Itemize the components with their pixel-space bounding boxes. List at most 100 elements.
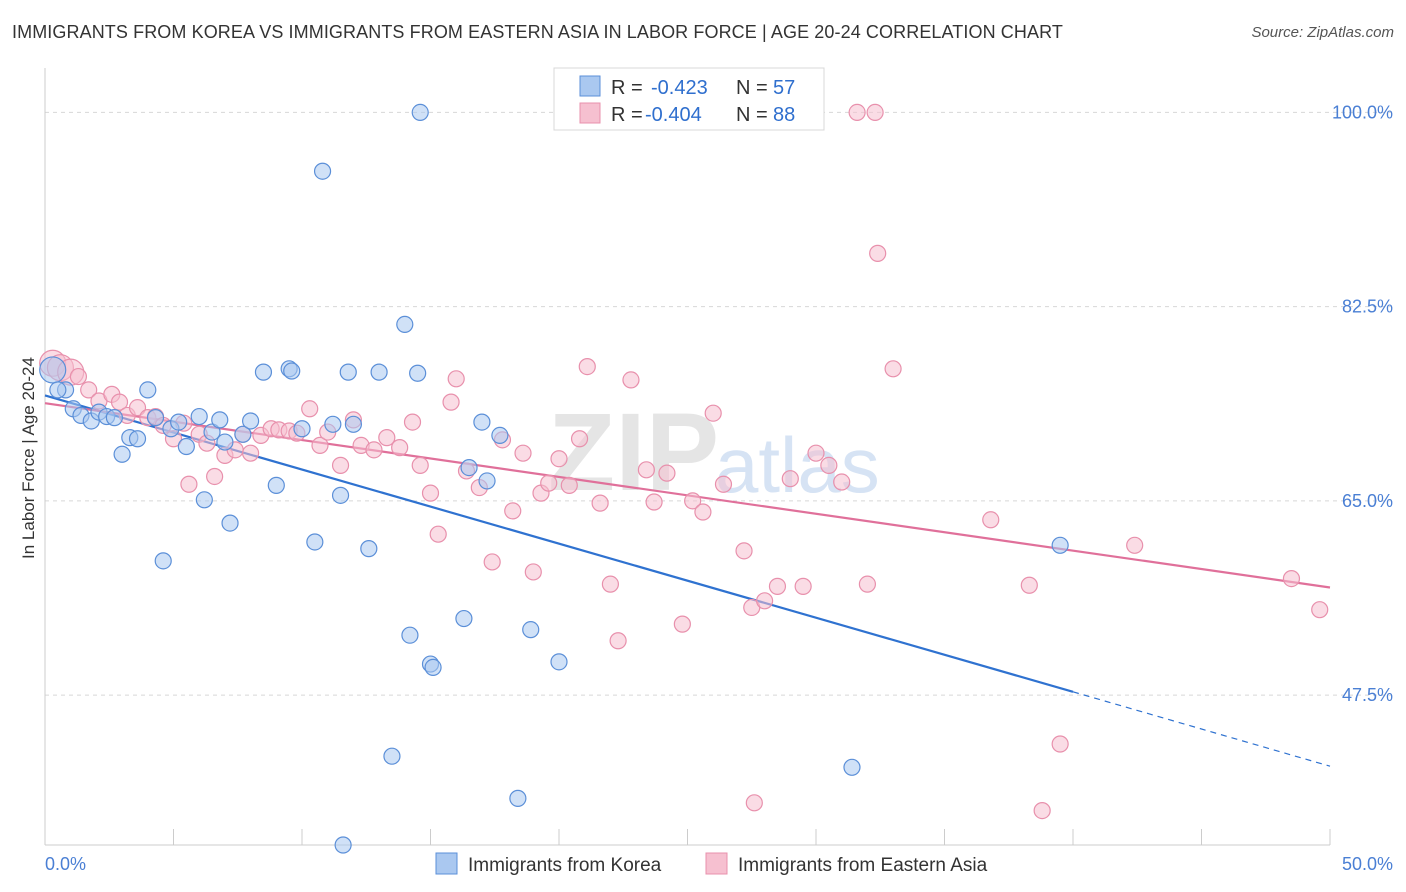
- point-eastasia-63: [673, 615, 691, 633]
- point-eastasia-64: [684, 492, 702, 510]
- point-eastasia-62: [658, 464, 676, 482]
- point-korea-40: [396, 315, 414, 334]
- series-swatch-korea: [435, 852, 458, 875]
- point-eastasia-72: [768, 577, 787, 595]
- point-eastasia-36: [391, 439, 409, 457]
- point-eastasia-38: [411, 456, 429, 474]
- point-eastasia-3: [69, 367, 88, 386]
- point-korea-12: [139, 381, 157, 399]
- point-eastasia-54: [570, 430, 589, 448]
- point-eastasia-57: [601, 575, 620, 593]
- point-korea-8: [105, 409, 123, 427]
- trend-line-korea: [44, 394, 1074, 693]
- legend-r-value-korea: -0.423: [651, 77, 708, 99]
- point-korea-50: [522, 621, 540, 639]
- point-korea-49: [491, 426, 509, 445]
- point-korea-25: [242, 412, 260, 430]
- axes: [44, 68, 1331, 846]
- series-legend: Immigrants from Korea Immigrants from Ea…: [435, 852, 988, 876]
- point-eastasia-61: [645, 493, 663, 511]
- point-eastasia-52: [550, 450, 568, 468]
- point-korea-47: [473, 413, 491, 431]
- point-korea-2: [49, 381, 67, 399]
- point-eastasia-85: [1126, 536, 1144, 554]
- point-eastasia-39: [421, 484, 440, 502]
- point-eastasia-18: [206, 467, 224, 486]
- legend-r-label-korea: R =: [611, 77, 643, 99]
- point-eastasia-66: [704, 404, 722, 422]
- point-korea-44: [424, 658, 442, 677]
- point-korea-27: [267, 476, 285, 494]
- point-korea-31: [306, 533, 324, 551]
- legend-r-label-eastasia: R =: [611, 104, 643, 126]
- point-korea-24: [234, 425, 252, 443]
- point-korea-9: [113, 445, 131, 463]
- chart-title: IMMIGRANTS FROM KOREA VS IMMIGRANTS FROM…: [12, 22, 1063, 42]
- point-eastasia-84: [1051, 735, 1069, 753]
- point-korea-35: [339, 363, 357, 381]
- point-eastasia-77: [833, 473, 851, 491]
- y-tick-label-3: 100.0%: [1332, 102, 1393, 122]
- point-korea-46: [455, 609, 473, 628]
- point-eastasia-9: [128, 399, 147, 417]
- point-korea-39: [383, 747, 401, 765]
- y-tick-label-0: 47.5%: [1342, 685, 1393, 705]
- legend-r-value-eastasia: -0.404: [645, 104, 702, 126]
- point-eastasia-76: [820, 456, 838, 474]
- point-eastasia-15: [180, 475, 198, 493]
- point-eastasia-7: [110, 393, 129, 411]
- series-label-korea: Immigrants from Korea: [468, 855, 662, 876]
- series-swatch-eastasia: [705, 852, 728, 875]
- point-eastasia-29: [311, 436, 329, 454]
- point-eastasia-59: [622, 371, 640, 389]
- point-korea-36: [344, 415, 362, 433]
- point-eastasia-55: [578, 357, 596, 376]
- point-korea-0: [39, 356, 67, 384]
- watermark-atlas: atlas: [715, 421, 880, 509]
- point-eastasia-80: [884, 360, 902, 378]
- point-eastasia-82: [1020, 576, 1038, 594]
- point-korea-29: [283, 362, 301, 380]
- x-tick-label-1: 50.0%: [1342, 854, 1393, 874]
- point-eastasia-60: [637, 461, 655, 479]
- point-eastasia-42: [447, 370, 465, 388]
- point-eastasia-37: [403, 413, 422, 431]
- point-eastasia-34: [365, 441, 383, 459]
- point-korea-32: [313, 162, 332, 180]
- point-korea-41: [409, 364, 427, 382]
- point-korea-34: [331, 486, 350, 504]
- point-korea-42: [401, 626, 419, 644]
- point-eastasia-79: [869, 244, 887, 262]
- y-axis-label: In Labor Force | Age 20-24: [19, 357, 38, 559]
- x-tick-label-0: 0.0%: [45, 854, 86, 874]
- legend-swatch-eastasia: [579, 102, 601, 124]
- point-eastasia-67: [714, 475, 733, 493]
- point-korea-22: [216, 433, 234, 451]
- point-korea-51: [509, 789, 527, 807]
- y-tick-label-2: 82.5%: [1342, 297, 1393, 317]
- point-korea-26: [254, 363, 273, 381]
- point-korea-52: [550, 653, 568, 671]
- point-korea-37: [360, 540, 378, 558]
- point-eastasia-47: [504, 502, 522, 520]
- point-eastasia-88: [848, 103, 866, 122]
- point-korea-18: [190, 407, 208, 426]
- point-eastasia-35: [378, 429, 396, 447]
- point-eastasia-65: [694, 503, 712, 521]
- point-eastasia-78: [858, 575, 877, 593]
- point-eastasia-22: [242, 444, 260, 462]
- point-eastasia-89: [866, 103, 884, 122]
- data-points: [39, 103, 1329, 854]
- point-eastasia-69: [745, 794, 763, 812]
- legend-n-value-eastasia: 88: [773, 104, 795, 126]
- legend-swatch-korea: [579, 75, 601, 97]
- point-eastasia-49: [524, 563, 542, 581]
- point-eastasia-71: [755, 592, 774, 610]
- y-tick-label-1: 65.0%: [1342, 491, 1393, 511]
- point-eastasia-73: [781, 470, 799, 488]
- legend-n-value-korea: 57: [773, 77, 795, 99]
- correlation-legend: R = -0.423 N = 57 R = -0.404 N = 88: [553, 67, 825, 131]
- point-korea-54: [1051, 536, 1069, 554]
- point-eastasia-48: [514, 444, 532, 462]
